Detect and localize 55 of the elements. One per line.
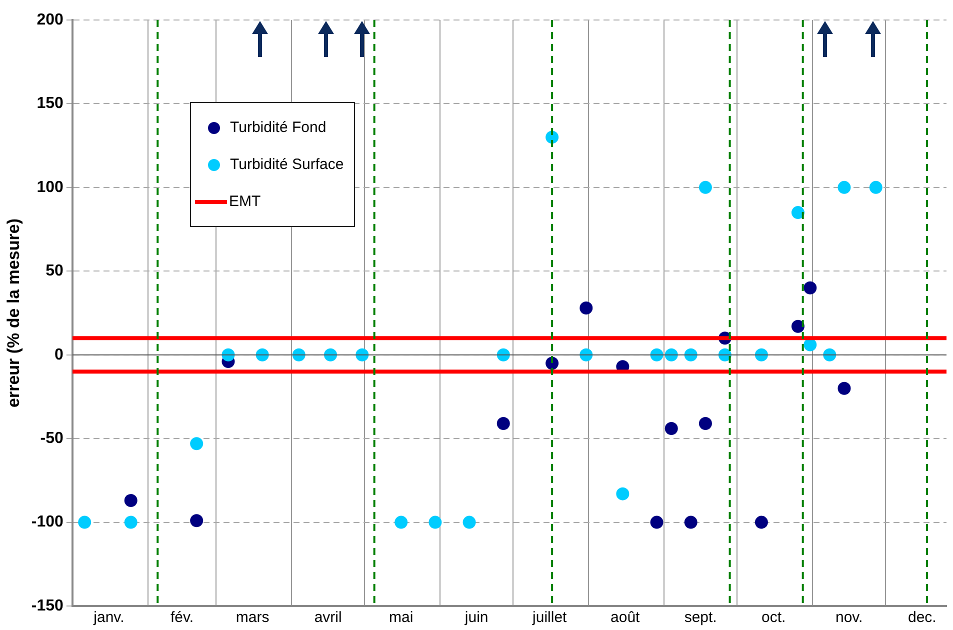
y-tick-label: -150 bbox=[31, 597, 64, 614]
point bbox=[428, 516, 442, 529]
x-tick-label: mars bbox=[236, 609, 270, 626]
point bbox=[804, 281, 817, 294]
point bbox=[869, 180, 882, 194]
x-tick-label: sept. bbox=[684, 609, 717, 626]
point bbox=[496, 348, 510, 362]
y-tick-label: 0 bbox=[54, 346, 64, 364]
point bbox=[664, 422, 678, 436]
x-tick-label: nov. bbox=[835, 609, 863, 626]
point bbox=[791, 320, 804, 333]
point bbox=[684, 516, 698, 529]
x-tick-label: mai bbox=[389, 609, 414, 626]
y-tick-label: -50 bbox=[40, 430, 64, 447]
point bbox=[394, 516, 408, 529]
point bbox=[462, 516, 476, 529]
x-tick-label: avril bbox=[314, 609, 342, 626]
point bbox=[650, 516, 664, 529]
legend-label: Turbidité Surface bbox=[230, 156, 344, 173]
x-tick-label: oct. bbox=[762, 609, 786, 626]
point bbox=[496, 417, 510, 430]
y-tick-label: 150 bbox=[36, 95, 64, 112]
point bbox=[791, 206, 804, 220]
x-tick-label: janv. bbox=[92, 609, 124, 626]
point bbox=[580, 348, 593, 362]
y-tick-label: -100 bbox=[31, 514, 64, 531]
point bbox=[222, 348, 235, 362]
legend-label: EMT bbox=[229, 193, 261, 210]
x-tick-label: juin bbox=[464, 609, 488, 626]
y-tick-label: 200 bbox=[36, 11, 64, 28]
point bbox=[650, 348, 664, 362]
point bbox=[698, 417, 712, 430]
x-tick-label: dec. bbox=[908, 609, 936, 626]
point bbox=[754, 348, 768, 362]
x-tick-label: juillet bbox=[532, 609, 568, 626]
x-tick-label: fév. bbox=[170, 609, 194, 626]
point bbox=[838, 180, 851, 194]
y-tick-label: 100 bbox=[36, 178, 64, 196]
point bbox=[684, 348, 698, 362]
point bbox=[616, 487, 630, 500]
x-tick-label: août bbox=[610, 609, 641, 626]
point bbox=[580, 301, 593, 314]
legend-label: Turbidité Fond bbox=[230, 119, 326, 136]
point bbox=[256, 348, 269, 362]
y-tick-label: 50 bbox=[46, 262, 64, 280]
point bbox=[292, 348, 306, 362]
point bbox=[324, 348, 338, 362]
point bbox=[698, 180, 712, 194]
point bbox=[356, 348, 369, 362]
point bbox=[838, 382, 851, 395]
point bbox=[664, 348, 678, 362]
point bbox=[754, 516, 768, 529]
point bbox=[804, 338, 817, 352]
point bbox=[823, 348, 836, 362]
y-axis-title: erreur (% de la mesure) bbox=[4, 218, 23, 408]
